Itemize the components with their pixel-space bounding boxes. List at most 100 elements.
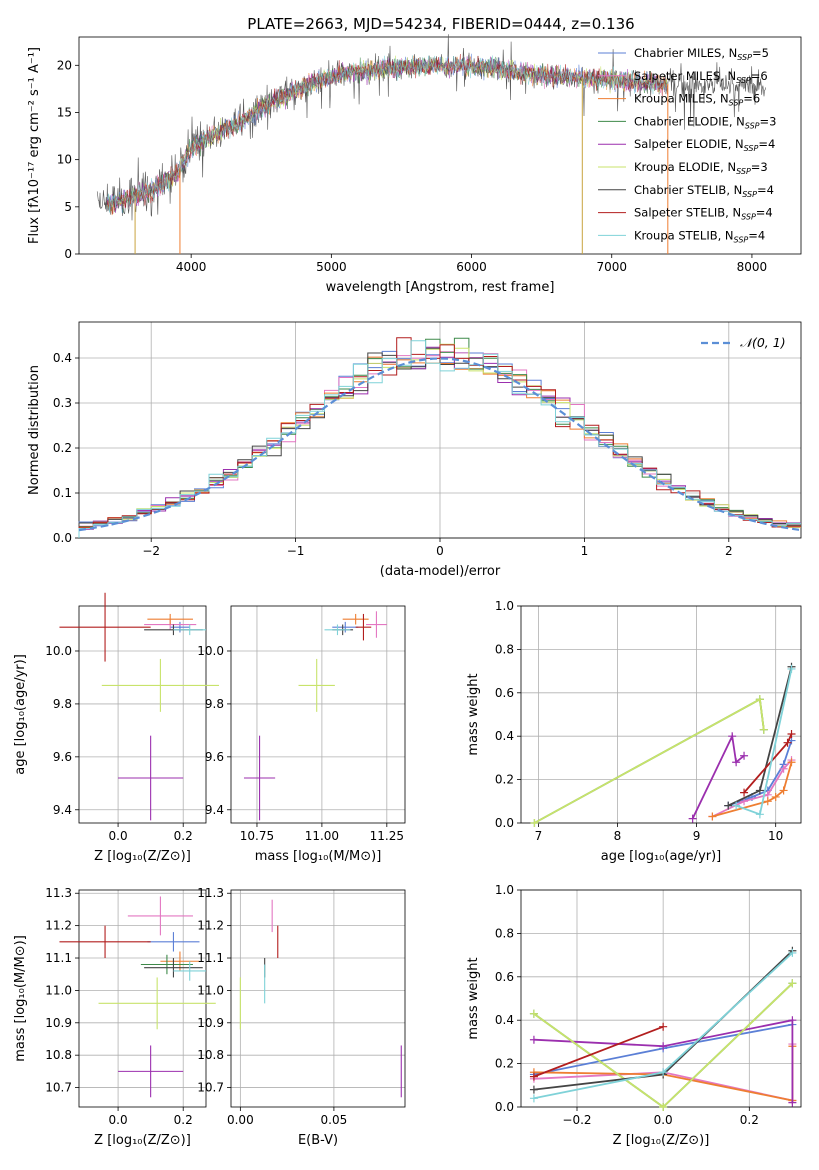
spectrum-ytick-label: 10	[57, 153, 72, 167]
residuals-xtick-label: 2	[725, 544, 733, 558]
massweight-age-point-marker	[755, 810, 764, 819]
normal-curve-line	[78, 357, 802, 532]
mass-ebv-ytick-label: 10.9	[197, 1016, 224, 1030]
massweight-age-ytick-label: 0.8	[495, 642, 514, 656]
massweight-age-point-marker	[688, 814, 697, 823]
massweight-age-ytick-label: 1.0	[495, 599, 514, 613]
massweight-age-point-marker	[779, 764, 788, 773]
mass-metallicity-ytick-label: 10.9	[45, 1016, 72, 1030]
residuals-ytick-label: 0.0	[53, 531, 72, 545]
massweight-age-point-marker	[732, 758, 741, 767]
age-mass-panel: 10.75 11.00 11.25 9.4 9.6 9.8 10.0 mass [log₁₀(…	[197, 605, 406, 864]
massweight-metallicity-point-marker	[788, 1098, 797, 1107]
residuals-legend-label: 𝒩(0, 1)	[740, 335, 786, 350]
spectrum-xtick-label: 4000	[176, 260, 207, 274]
massweight-metallicity-point-marker	[659, 1042, 668, 1051]
massweight-age-ytick-label: 0.6	[495, 686, 514, 700]
spectrum-xtick-label: 6000	[456, 260, 487, 274]
residuals-xlabel: (data-model)/error	[380, 564, 501, 579]
residuals-ytick-label: 0.3	[53, 396, 72, 410]
age-mass-ytick-label: 9.4	[205, 803, 224, 817]
massweight-age-point-marker	[783, 738, 792, 747]
mass-ebv-frame	[230, 889, 406, 1108]
massweight-age-xtick-label: 8	[614, 829, 622, 843]
spectrum-ytick-label: 5	[64, 200, 72, 214]
residuals-histogram	[78, 340, 801, 538]
massweight-metallicity-point-marker	[529, 1072, 538, 1081]
massweight-age-point-marker	[755, 786, 764, 795]
mass-metallicity-xtick-label: 0.2	[174, 1113, 193, 1127]
age-metallicity-panel: 0.0 0.2 9.4 9.6 9.8 10.0 Z [log₁₀(Z/Z⊙)] age [l…	[13, 592, 220, 864]
massweight-age-ytick-label: 0.0	[495, 816, 514, 830]
mass-ebv-ytick-label: 11.1	[197, 951, 224, 965]
mass-ebv-ytick-label: 10.8	[197, 1048, 224, 1062]
massweight-age-point-marker	[740, 788, 749, 797]
mass-ebv-ytick-label: 11.0	[197, 983, 224, 997]
mass-metallicity-xtick-label: 0.0	[109, 1113, 128, 1127]
spectrum-frame	[78, 36, 802, 255]
spectrum-xtick-label: 7000	[596, 260, 627, 274]
spectrum-model-line	[106, 53, 668, 214]
massweight-metallicity-point-marker	[788, 1016, 797, 1025]
residuals-panel: −2 −1 0 1 2 0.0 0.1 0.2 0.3 0.4 (data-model)/error…	[27, 321, 802, 579]
spectrum-ylabel: Flux [fλ10⁻¹⁷ erg cm⁻² s⁻¹ A⁻¹]	[27, 47, 42, 244]
massweight-age-point-marker	[724, 801, 733, 810]
spectrum-ytick-label: 20	[57, 58, 72, 72]
massweight-age-point-marker	[771, 792, 780, 801]
spectrum-ytick-label: 0	[64, 247, 72, 261]
massweight-metallicity-point-marker	[788, 948, 797, 957]
mass-metallicity-ytick-label: 10.7	[45, 1081, 72, 1095]
massweight-metallicity-ytick-label: 0.4	[495, 1013, 514, 1027]
spectrum-legend-label: Chabrier STELIB, NSSP=4	[634, 183, 774, 199]
mass-ebv-panel: 0.00 0.05 10.7 10.8 10.9 11.0 11.1 11.2 11.3 E(B-…	[197, 886, 406, 1148]
age-mass-frame	[230, 605, 406, 824]
massweight-metallicity-series-line	[533, 1019, 794, 1103]
age-metallicity-ytick-label: 10.0	[45, 644, 72, 658]
spectrum-legend-label: Kroupa STELIB, NSSP=4	[634, 228, 765, 244]
massweight-age-point-marker	[787, 758, 796, 767]
age-mass-ytick-label: 9.6	[205, 750, 224, 764]
massweight-age-xtick-label: 9	[693, 829, 701, 843]
spectrum-legend-label: Salpeter STELIB, NSSP=4	[634, 206, 773, 222]
massweight-age-ytick-label: 0.2	[495, 773, 514, 787]
massweight-metallicity-ytick-label: 0.8	[495, 926, 514, 940]
spectrum-xlabel: wavelength [Angstrom, rest frame]	[326, 280, 555, 295]
residuals-xtick-label: 0	[436, 544, 444, 558]
massweight-metallicity-point-marker	[659, 1068, 668, 1077]
massweight-metallicity-point-marker	[659, 1103, 668, 1111]
figure-title: PLATE=2663, MJD=54234, FIBERID=0444, z=0…	[247, 15, 634, 33]
spectrum-model-line	[106, 55, 668, 213]
mass-ebv-ytick-label: 11.2	[197, 919, 224, 933]
residuals-xtick-label: −2	[142, 544, 160, 558]
massweight-age-ylabel: mass weight	[466, 673, 481, 755]
massweight-metallicity-point-marker	[659, 1022, 668, 1031]
spectrum-panel: 4000 5000 6000 7000 8000 0 5 10 15 20 wavelength […	[27, 34, 802, 295]
massweight-age-series-line	[691, 733, 745, 820]
massweight-age-point-marker	[732, 801, 741, 810]
residuals-ytick-label: 0.4	[53, 351, 72, 365]
mass-ebv-ytick-label: 11.3	[197, 886, 224, 900]
age-mass-xtick-label: 11.00	[305, 829, 339, 843]
age-metallicity-ytick-label: 9.4	[53, 803, 72, 817]
spectrum-legend-label: Kroupa ELODIE, NSSP=3	[634, 160, 768, 176]
massweight-age-point-marker	[787, 664, 796, 673]
massweight-age-point-marker	[759, 725, 768, 734]
age-metallicity-xtick-label: 0.2	[174, 829, 193, 843]
massweight-metallicity-point-marker	[529, 1035, 538, 1044]
mass-ebv-xtick-label: 0.00	[227, 1113, 254, 1127]
mass-ebv-xtick-label: 0.05	[321, 1113, 348, 1127]
spectrum-legend-label: Salpeter MILES, NSSP=6	[634, 69, 768, 85]
massweight-age-ytick-label: 0.4	[495, 729, 514, 743]
massweight-age-point-marker	[708, 812, 717, 821]
mass-metallicity-frame	[78, 889, 207, 1108]
massweight-age-point-marker	[779, 786, 788, 795]
spectrum-legend-label: Chabrier ELODIE, NSSP=3	[634, 114, 776, 130]
spectrum-xtick-label: 8000	[737, 260, 768, 274]
massweight-metallicity-series-line	[533, 1025, 664, 1078]
residuals-xtick-label: −1	[287, 544, 305, 558]
residuals-ytick-label: 0.2	[53, 441, 72, 455]
age-metallicity-xtick-label: 0.0	[109, 829, 128, 843]
age-mass-xtick-label: 10.75	[240, 829, 274, 843]
massweight-metallicity-point-marker	[529, 1094, 538, 1103]
age-mass-xtick-label: 11.25	[370, 829, 404, 843]
